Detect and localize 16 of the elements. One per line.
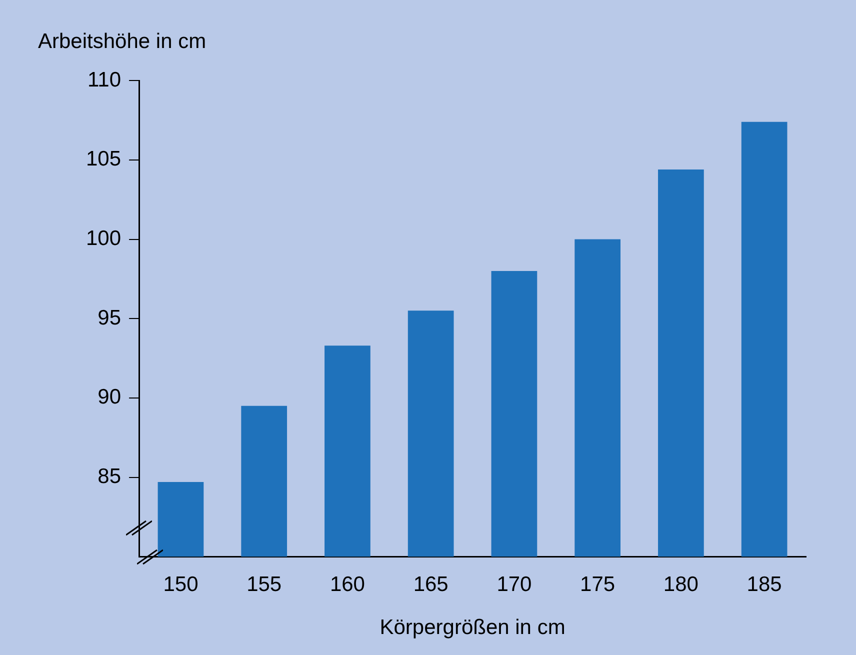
y-tick-label: 85 [98,465,122,488]
x-tick-label: 155 [246,572,282,596]
x-tick-label: 175 [580,572,616,596]
y-tick-label: 95 [98,306,122,330]
x-tick-label: 165 [413,572,448,596]
x-tick-label: 170 [496,572,532,596]
x-tick-label: 150 [163,572,198,596]
y-tick-label: 100 [86,227,122,250]
y-tick-label: 105 [86,148,122,171]
y-tick-label: 90 [98,386,122,409]
x-axis-title: Körpergrößen in cm [380,616,566,640]
x-tick-label: 160 [330,572,365,596]
y-tick-label: 110 [88,68,122,92]
x-tick-label: 180 [663,572,698,596]
y-axis-title: Arbeitshöhe in cm [38,30,206,54]
x-tick-label: 185 [746,572,782,596]
